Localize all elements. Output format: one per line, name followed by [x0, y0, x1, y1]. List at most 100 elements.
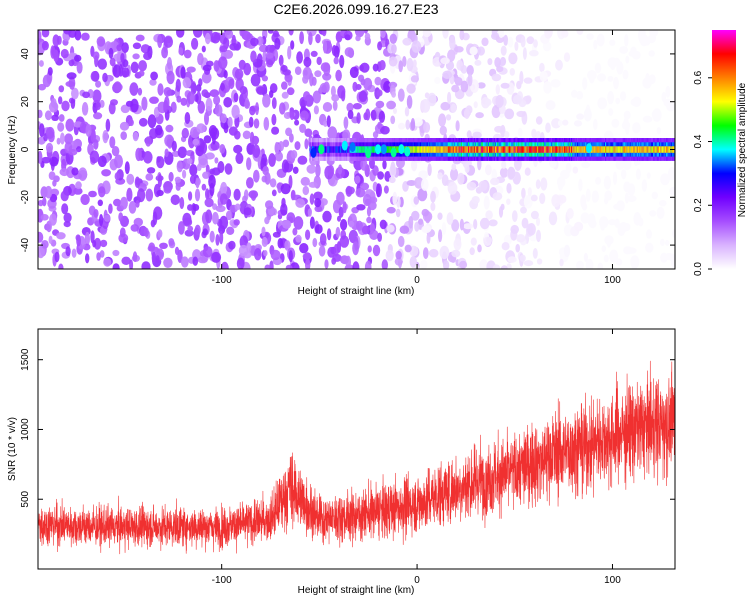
band-cell — [515, 146, 518, 153]
band-cell — [572, 146, 574, 153]
noise-cell — [596, 33, 605, 47]
noise-cell — [39, 123, 45, 138]
noise-cell — [665, 85, 671, 98]
noise-cell — [38, 231, 44, 243]
noise-cell — [422, 30, 432, 38]
noise-cell — [81, 32, 90, 41]
noise-cell — [263, 250, 268, 257]
noise-cell — [147, 114, 157, 129]
noise-cell — [223, 70, 228, 79]
noise-cell — [219, 215, 229, 230]
noise-cell — [441, 222, 447, 235]
noise-cell — [114, 172, 120, 181]
noise-cell — [138, 70, 145, 77]
noise-cell — [310, 50, 318, 58]
noise-cell — [667, 166, 675, 181]
noise-cell — [472, 131, 482, 139]
band-cell — [514, 146, 517, 153]
noise-cell — [398, 257, 402, 269]
noise-cell — [76, 61, 83, 74]
band-cell — [653, 146, 655, 153]
noise-cell — [652, 108, 662, 122]
band-cell — [435, 146, 437, 153]
noise-cell — [180, 97, 188, 106]
noise-cell — [467, 73, 473, 87]
noise-cell — [551, 194, 561, 208]
noise-cell — [660, 238, 665, 246]
band-cell — [567, 146, 570, 153]
noise-cell — [451, 163, 457, 171]
noise-cell — [141, 96, 148, 111]
noise-cell — [355, 35, 361, 42]
band-cell — [445, 146, 448, 153]
noise-cell — [215, 205, 226, 213]
noise-cell — [488, 219, 498, 227]
noise-cell — [253, 118, 260, 129]
noise-cell — [40, 214, 49, 221]
noise-cell — [271, 189, 277, 197]
band-cell — [360, 146, 362, 153]
noise-cell — [289, 108, 295, 121]
noise-cell — [194, 224, 201, 236]
noise-cell — [641, 179, 648, 192]
band-cell — [640, 146, 642, 153]
noise-cell — [410, 75, 419, 83]
band-cell — [644, 146, 647, 153]
band-cell — [660, 146, 662, 153]
noise-cell — [201, 89, 209, 97]
noise-cell — [427, 163, 432, 176]
band-cell — [442, 146, 444, 153]
noise-cell — [132, 53, 140, 60]
noise-cell — [277, 238, 284, 249]
band-cell — [643, 146, 646, 153]
noise-cell — [519, 254, 526, 262]
noise-cell — [164, 148, 169, 158]
noise-cell — [219, 45, 228, 53]
noise-cell — [113, 198, 122, 207]
noise-cell — [313, 191, 323, 201]
noise-cell — [205, 97, 213, 112]
noise-cell — [512, 94, 523, 105]
noise-cell — [614, 218, 620, 228]
noise-cell — [405, 119, 411, 130]
noise-cell — [623, 181, 631, 193]
noise-cell — [581, 161, 591, 169]
noise-cell — [402, 56, 407, 67]
noise-cell — [607, 75, 614, 82]
band-cell — [497, 146, 499, 153]
noise-cell — [520, 36, 526, 48]
noise-cell — [250, 50, 257, 63]
noise-cell — [527, 187, 532, 197]
noise-cell — [409, 256, 417, 268]
noise-cell — [593, 118, 598, 130]
noise-cell — [41, 240, 49, 249]
noise-cell — [235, 152, 244, 164]
noise-cell — [576, 113, 584, 120]
spectrogram-y-tick-label: 20 — [20, 96, 31, 108]
noise-cell — [459, 218, 464, 231]
band-cell — [540, 146, 543, 153]
band-cell — [431, 146, 434, 153]
noise-cell — [487, 58, 493, 66]
noise-cell — [440, 101, 451, 111]
noise-cell — [197, 256, 208, 264]
noise-cell — [622, 69, 629, 80]
noise-cell — [284, 73, 293, 83]
band-cell — [429, 146, 431, 153]
noise-cell — [522, 47, 527, 60]
noise-cell — [414, 221, 420, 232]
band-cell — [632, 146, 634, 153]
noise-cell — [157, 229, 163, 238]
band-blob — [365, 148, 372, 159]
noise-cell — [361, 225, 370, 235]
band-cell — [513, 146, 516, 153]
noise-cell — [410, 118, 416, 131]
noise-cell — [38, 83, 46, 91]
noise-cell — [96, 36, 106, 47]
noise-cell — [355, 187, 366, 198]
noise-cell — [274, 37, 281, 50]
noise-cell — [268, 153, 276, 167]
snr-x-axis: -100 0 100 — [212, 329, 621, 586]
band-cell — [634, 146, 636, 153]
noise-cell — [474, 59, 482, 66]
